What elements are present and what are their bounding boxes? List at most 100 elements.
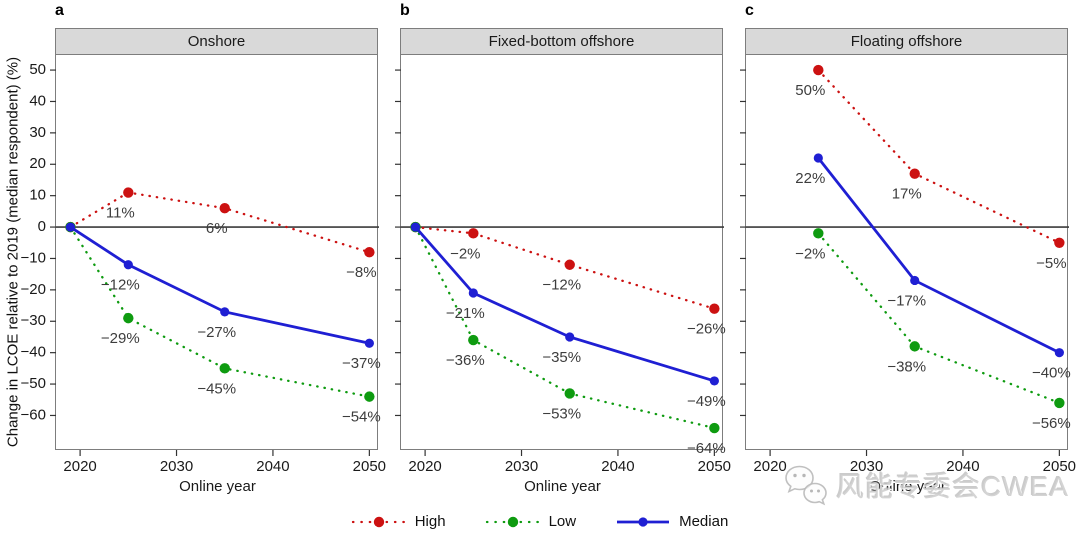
legend-point (638, 516, 648, 527)
data-point-median (1054, 348, 1064, 358)
y-tick-label: 0 (38, 218, 46, 235)
y-tick-label: 10 (29, 187, 46, 204)
point-label: −49% (687, 393, 726, 410)
data-point-median (364, 338, 374, 348)
point-label: −29% (101, 330, 140, 347)
point-label: −53% (542, 405, 581, 422)
point-label: −8% (346, 264, 376, 281)
legend-item-low: Low (485, 513, 577, 530)
data-point-low (219, 363, 230, 374)
data-point-low (709, 422, 720, 434)
point-label: −21% (446, 305, 485, 322)
x-tick-label: 2020 (408, 458, 441, 475)
x-tick-label: 2020 (753, 458, 786, 475)
point-label: 6% (206, 220, 228, 237)
data-point-low (564, 388, 575, 399)
data-point-high (909, 168, 920, 179)
series-line-high (817, 68, 1061, 244)
data-point-low (1054, 397, 1065, 409)
series-line-median (817, 157, 1060, 354)
y-tick-label: −30 (21, 312, 46, 329)
point-label: 17% (892, 186, 922, 203)
x-tick-label: 2050 (698, 458, 731, 475)
panel-title-strip: Fixed-bottom offshore (400, 28, 723, 55)
panel-letter-c: c (745, 2, 754, 19)
data-point-high (709, 303, 720, 314)
x-axis-title: Online year (524, 478, 601, 495)
point-label: −5% (1036, 255, 1066, 272)
legend-item-high: High (351, 513, 446, 530)
legend-label: Median (679, 513, 729, 530)
x-tick-label: 2050 (1043, 458, 1076, 475)
data-point-high (564, 259, 575, 270)
wechat-icon (785, 465, 827, 506)
data-point-high (364, 246, 375, 258)
data-point-high (813, 64, 824, 76)
panel-floating-offshore: c Floating offshore 2020 2030 2040 2050 Onli… (740, 0, 1076, 495)
legend-item-median: Median (616, 513, 728, 530)
x-tick-label: 2030 (850, 458, 883, 475)
data-point-low (364, 391, 375, 402)
point-label: −36% (446, 352, 485, 369)
panel-title-strip: Floating offshore (745, 28, 1068, 55)
chart-svg-fixed-bottom: 2020 2030 2040 2050 Online year −2% −12% −26% −3… (395, 69, 731, 495)
y-axis-title: Change in LCOE relative to 2019 (median … (4, 56, 22, 448)
legend-label: Low (548, 513, 577, 530)
point-label: −38% (887, 358, 926, 375)
y-tick-label: −10 (21, 249, 46, 266)
point-label: −12% (101, 277, 140, 294)
x-tick-label: 2040 (946, 458, 979, 475)
point-label: 22% (795, 170, 825, 187)
data-point-low (909, 341, 920, 352)
x-tick-label: 2020 (63, 458, 96, 475)
y-tick-label: 20 (29, 155, 46, 172)
panel-letter-b: b (400, 2, 410, 19)
y-tick-label: −20 (21, 281, 46, 298)
series-line-median (69, 225, 370, 345)
y-tick-label: −50 (21, 375, 46, 392)
data-point-median (220, 307, 230, 317)
x-tick-label: 2040 (601, 458, 634, 475)
series-line-low (817, 232, 1061, 405)
point-label: −64% (687, 440, 726, 457)
point-label: −2% (795, 245, 825, 262)
point-label: −45% (197, 380, 236, 397)
point-label: 11% (106, 205, 135, 222)
point-label: −40% (1032, 365, 1071, 382)
y-tick-label: 50 (29, 61, 46, 78)
data-point-median (468, 288, 478, 298)
data-point-median (709, 376, 719, 386)
legend-label: High (414, 513, 446, 530)
point-label: −2% (450, 245, 480, 262)
x-tick-label: 2030 (160, 458, 193, 475)
data-point-median (65, 222, 76, 232)
data-point-high (123, 187, 134, 198)
point-label: −12% (542, 277, 581, 294)
data-point-high (468, 228, 479, 239)
data-point-median (910, 275, 920, 286)
x-tick-label: 2040 (256, 458, 289, 475)
plot-area: 2020 2030 2040 2050 Online year −2% −12% −26% −3… (395, 55, 731, 495)
data-point-median (410, 222, 421, 232)
panel-title: Floating offshore (850, 33, 963, 50)
point-label: −37% (342, 355, 381, 372)
x-axis-title: Online year (869, 478, 946, 495)
plot-area: 50 40 30 20 10 0 −10 −20 −30 −40 −50 −60 2020 2030 204… (21, 55, 386, 495)
point-label: −54% (342, 409, 381, 426)
point-label: −35% (542, 349, 581, 366)
point-label: −17% (887, 292, 926, 309)
data-point-high (1054, 237, 1065, 248)
panel-onshore: a Onshore 50 40 30 20 10 0 −10 −20 −30 −40 −50 −60 2… (21, 0, 386, 495)
x-tick-label: 2050 (353, 458, 386, 475)
point-label: 50% (795, 82, 825, 99)
point-label: −26% (687, 321, 726, 338)
y-tick-label: −40 (21, 344, 46, 361)
point-label: −56% (1032, 415, 1071, 432)
panel-fixed-bottom-offshore: b Fixed-bottom offshore 2020 2030 2040 2050… (395, 0, 731, 495)
series-line-low (414, 225, 716, 430)
legend-sample-high-icon (351, 516, 406, 527)
data-point-low (813, 228, 824, 239)
data-point-median (123, 260, 133, 270)
data-point-median (813, 153, 823, 163)
